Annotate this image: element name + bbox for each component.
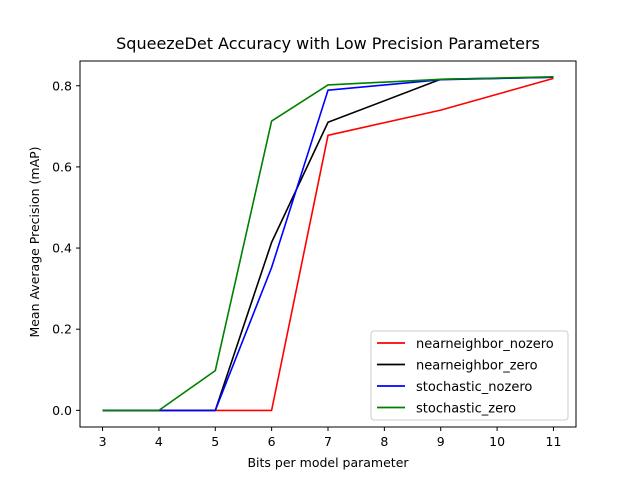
y-tick-label: 0.6 bbox=[52, 159, 72, 174]
x-tick-label: 11 bbox=[546, 434, 562, 449]
legend-label-nearneighbor_zero: nearneighbor_zero bbox=[416, 359, 538, 374]
x-tick-label: 8 bbox=[380, 434, 388, 449]
x-tick-label: 10 bbox=[489, 434, 505, 449]
x-tick-label: 9 bbox=[437, 434, 445, 449]
x-tick-label: 5 bbox=[211, 434, 219, 449]
y-tick-label: 0.2 bbox=[52, 322, 72, 337]
plot-area: 3 4 5 6 7 8 9 10 11 0.0 0.2 0.4 0.6 0.8 bbox=[52, 60, 577, 449]
y-tick-label: 0.4 bbox=[52, 241, 72, 256]
chart-title: SqueezeDet Accuracy with Low Precision P… bbox=[116, 34, 540, 53]
legend: nearneighbor_nozero nearneighbor_zerostoc… bbox=[370, 330, 569, 421]
y-axis-label: Mean Average Precision (mAP) bbox=[27, 146, 42, 337]
y-tick-label: 0.0 bbox=[52, 403, 72, 418]
x-tick-label: 4 bbox=[155, 434, 163, 449]
x-tick-label: 7 bbox=[324, 434, 332, 449]
legend-label-stochastic_zero: stochastic_zero bbox=[416, 402, 516, 417]
y-tick-label: 0.8 bbox=[52, 78, 72, 93]
x-axis-label: Bits per model parameter bbox=[247, 455, 409, 470]
legend-label-nearneighbor_nozero: nearneighbor_nozero bbox=[416, 337, 554, 352]
legend-box bbox=[370, 330, 569, 421]
series-line-stochastic_zero bbox=[102, 76, 554, 412]
legend-label-stochastic_nozero: stochastic_nozero bbox=[416, 380, 532, 395]
x-tick-label: 3 bbox=[99, 434, 107, 449]
x-tick-label: 6 bbox=[268, 434, 276, 449]
